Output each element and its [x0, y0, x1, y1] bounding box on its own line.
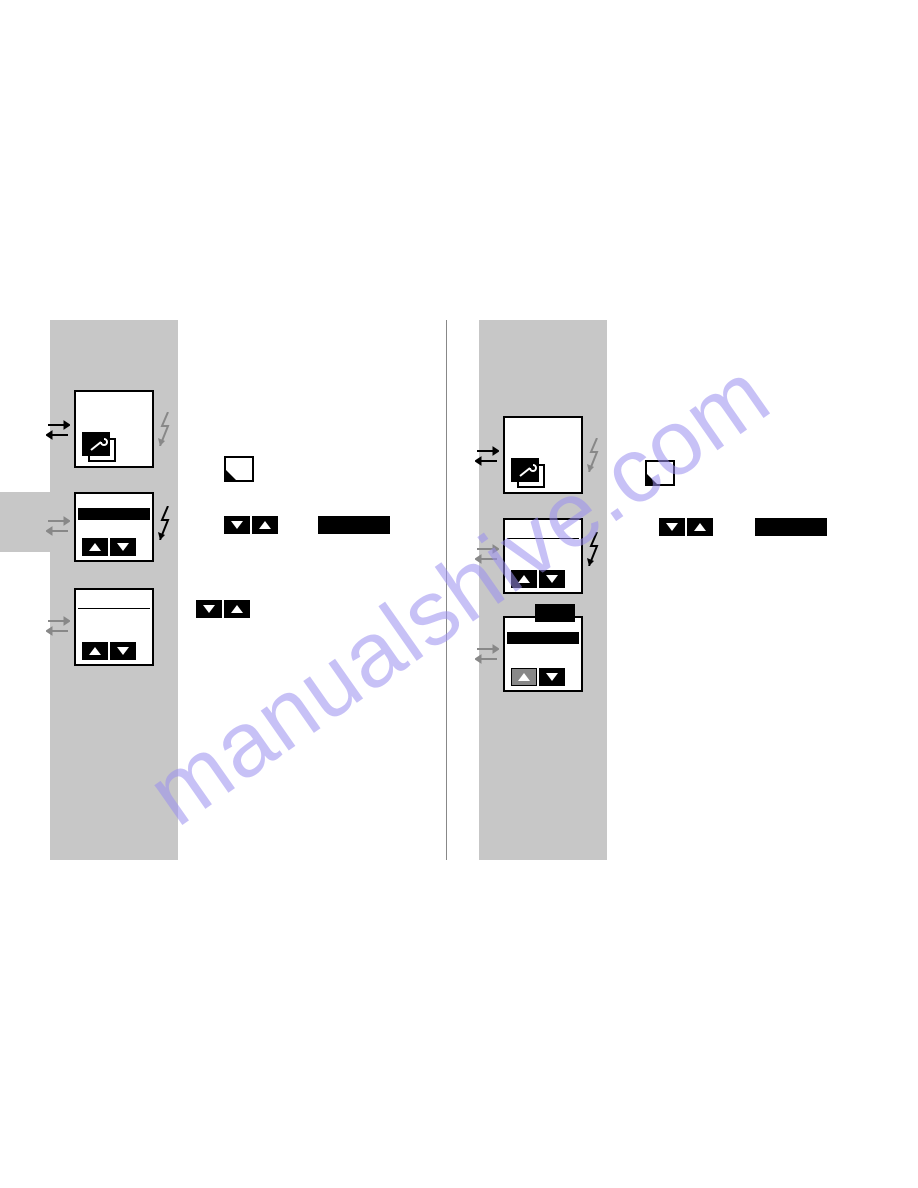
- content-area: [0, 320, 918, 870]
- transfer-arrows-icon: [475, 446, 499, 466]
- display-box-1: [503, 416, 583, 494]
- right-column: [459, 320, 918, 870]
- transfer-arrows-icon: [475, 544, 499, 564]
- display-stripe: [78, 508, 150, 520]
- card-icon: [645, 460, 675, 486]
- black-bar: [755, 518, 827, 536]
- down-button[interactable]: [539, 668, 565, 686]
- bolt-icon: [587, 438, 601, 472]
- up-button[interactable]: [687, 518, 713, 536]
- card-icon: [224, 456, 254, 482]
- right-panel: [479, 320, 607, 860]
- bolt-icon: [158, 412, 172, 446]
- up-button[interactable]: [252, 516, 278, 534]
- display-line: [78, 608, 150, 609]
- down-button[interactable]: [659, 518, 685, 536]
- black-bar: [535, 604, 575, 622]
- transfer-arrows-icon: [46, 516, 70, 536]
- transfer-arrows-icon: [475, 644, 499, 664]
- transfer-arrows-icon: [46, 420, 70, 440]
- up-down-buttons[interactable]: [82, 642, 136, 660]
- display-box-3: [74, 588, 154, 666]
- black-bar: [318, 516, 390, 534]
- down-button[interactable]: [110, 538, 136, 556]
- up-down-buttons[interactable]: [82, 538, 136, 556]
- up-down-buttons[interactable]: [511, 570, 565, 588]
- down-button[interactable]: [224, 516, 250, 534]
- up-button[interactable]: [224, 600, 250, 618]
- display-box-3: [503, 616, 583, 692]
- display-box-2: [74, 492, 154, 562]
- up-button[interactable]: [82, 538, 108, 556]
- down-button[interactable]: [196, 600, 222, 618]
- down-button[interactable]: [539, 570, 565, 588]
- display-stripe: [507, 632, 579, 644]
- left-column: [0, 320, 459, 870]
- wrench-stack-icon: [82, 432, 116, 462]
- up-button[interactable]: [82, 642, 108, 660]
- left-panel: [50, 320, 178, 860]
- display-line: [507, 538, 579, 539]
- display-box-2: [503, 518, 583, 594]
- transfer-arrows-icon: [46, 616, 70, 636]
- bolt-icon: [587, 532, 601, 566]
- down-up-inline[interactable]: [659, 518, 713, 536]
- down-up-inline[interactable]: [196, 600, 250, 618]
- down-button[interactable]: [110, 642, 136, 660]
- up-down-buttons[interactable]: [511, 668, 565, 686]
- down-up-inline[interactable]: [224, 516, 278, 534]
- up-button[interactable]: [511, 570, 537, 588]
- wrench-stack-icon: [511, 458, 545, 488]
- bolt-icon: [158, 506, 172, 540]
- display-box-1: [74, 390, 154, 468]
- up-button-grey[interactable]: [511, 668, 537, 686]
